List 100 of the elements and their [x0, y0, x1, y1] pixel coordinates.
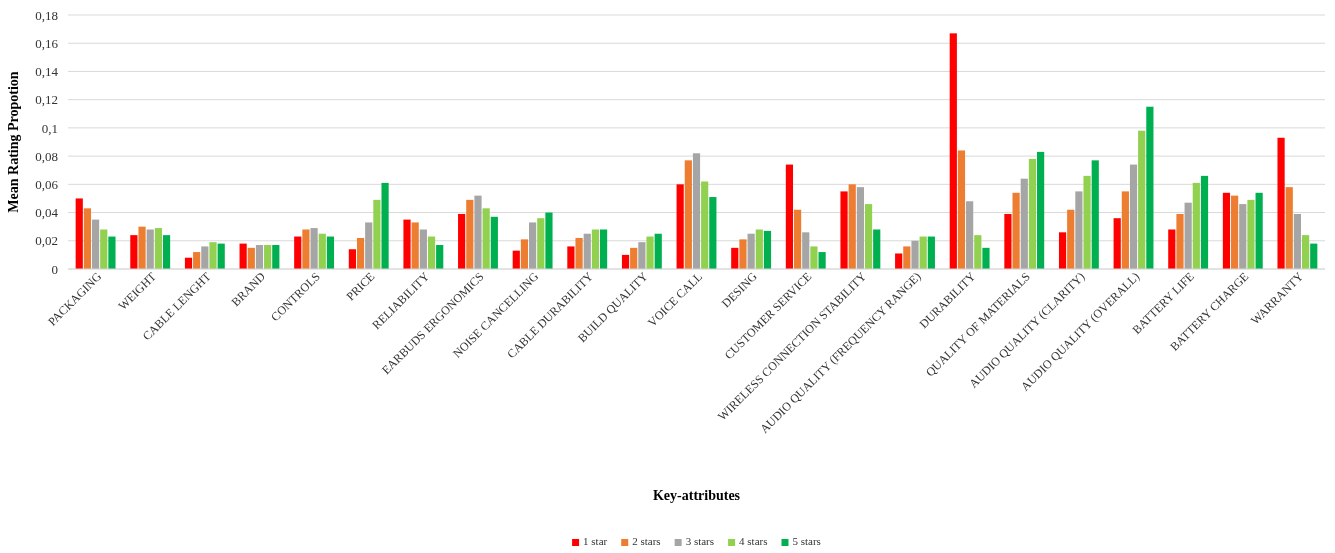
bar [1121, 191, 1129, 269]
bar [1184, 202, 1192, 269]
bar [818, 252, 826, 269]
bar [630, 247, 638, 269]
y-axis-title: Mean Rating Propotion [6, 71, 21, 213]
bar [927, 236, 935, 269]
bar [793, 209, 802, 269]
bar [919, 236, 927, 269]
y-tick-label: 0,18 [35, 7, 58, 23]
bar [1293, 213, 1302, 269]
bar [365, 222, 373, 269]
bar [264, 245, 272, 269]
bar [1067, 209, 1075, 269]
bar [436, 245, 444, 269]
bar [239, 243, 247, 269]
bar [458, 213, 466, 269]
bar [294, 236, 302, 269]
bar [427, 236, 436, 269]
bar [209, 242, 217, 269]
bar [83, 208, 92, 269]
bar [802, 232, 810, 269]
bar [755, 229, 763, 269]
bar [474, 195, 482, 269]
bar [646, 236, 654, 269]
bar [146, 229, 154, 269]
bar [599, 229, 608, 269]
bar [966, 201, 974, 269]
y-tick-label: 0,1 [41, 120, 58, 136]
bar [75, 198, 83, 269]
bar [1075, 191, 1083, 269]
bar [1004, 213, 1012, 269]
y-tick-label: 0,02 [35, 233, 58, 249]
bar [318, 233, 326, 269]
bar [1113, 218, 1121, 269]
bar [356, 237, 365, 269]
bar [1028, 158, 1037, 269]
bar [482, 208, 490, 269]
bar [949, 33, 957, 269]
bar [217, 243, 225, 269]
bar [1012, 192, 1020, 269]
bar [381, 182, 389, 269]
bar [1083, 175, 1091, 269]
x-axis-title: Key-attributes [652, 488, 741, 503]
bar [537, 218, 545, 269]
bar [529, 222, 537, 269]
bar [1138, 130, 1146, 269]
bar [403, 219, 411, 269]
bar [1285, 187, 1293, 269]
bar [310, 228, 318, 269]
bar [348, 249, 356, 269]
bar [763, 230, 772, 269]
bar [747, 233, 755, 269]
bar [512, 250, 520, 269]
bar [201, 246, 209, 269]
y-tick-label: 0 [51, 261, 58, 277]
bar [575, 237, 583, 269]
bar [1277, 137, 1285, 269]
bar [1301, 235, 1310, 269]
bar [466, 199, 474, 269]
bar [1020, 178, 1028, 269]
bar [1239, 204, 1247, 269]
bar [91, 219, 100, 269]
y-tick-label: 0,16 [35, 35, 59, 51]
bar [302, 229, 310, 269]
bar [1037, 151, 1045, 269]
bar [1192, 182, 1200, 269]
bar [1146, 106, 1154, 269]
bar [1091, 160, 1099, 269]
bar [903, 246, 911, 269]
y-tick-label: 0,04 [35, 205, 59, 221]
bar [982, 247, 990, 269]
bar [709, 197, 717, 269]
bar [1247, 199, 1255, 269]
bar [1222, 192, 1231, 269]
bar [411, 222, 419, 269]
bar [1255, 192, 1263, 269]
bar [911, 240, 919, 269]
bar [848, 184, 856, 269]
bar [591, 229, 600, 269]
bar [108, 236, 116, 269]
bar [638, 242, 646, 269]
bar [895, 253, 903, 269]
bar [1168, 229, 1176, 269]
legend-label: 1 star [583, 535, 608, 547]
bar [162, 235, 171, 269]
bar [583, 233, 591, 269]
bar [873, 229, 881, 269]
legend-label: 4 stars [739, 535, 768, 547]
bar [490, 216, 498, 269]
bar [247, 247, 255, 269]
bar [810, 246, 818, 269]
y-tick-label: 0,12 [35, 92, 58, 108]
bar [154, 228, 162, 269]
bar [419, 229, 427, 269]
bar [864, 204, 873, 269]
y-tick-label: 0,08 [35, 148, 58, 164]
legend-label: 5 stars [792, 535, 821, 547]
bar [621, 254, 630, 269]
bar [731, 247, 739, 269]
bar [138, 226, 146, 269]
